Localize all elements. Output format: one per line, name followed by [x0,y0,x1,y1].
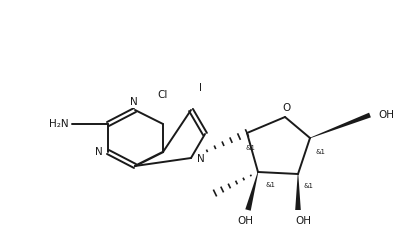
Text: Cl: Cl [158,90,168,100]
Text: O: O [282,103,290,113]
Text: N: N [95,147,103,157]
Polygon shape [310,113,371,138]
Text: N: N [197,154,205,164]
Text: OH: OH [378,110,394,120]
Text: &1: &1 [245,145,255,151]
Text: &1: &1 [303,183,313,189]
Text: H₂N: H₂N [49,119,69,129]
Polygon shape [295,174,301,210]
Text: OH: OH [295,216,311,226]
Polygon shape [245,172,258,211]
Text: I: I [198,83,202,93]
Text: &1: &1 [315,149,325,155]
Text: N: N [130,97,138,107]
Text: OH: OH [237,216,253,226]
Text: &1: &1 [265,182,275,188]
